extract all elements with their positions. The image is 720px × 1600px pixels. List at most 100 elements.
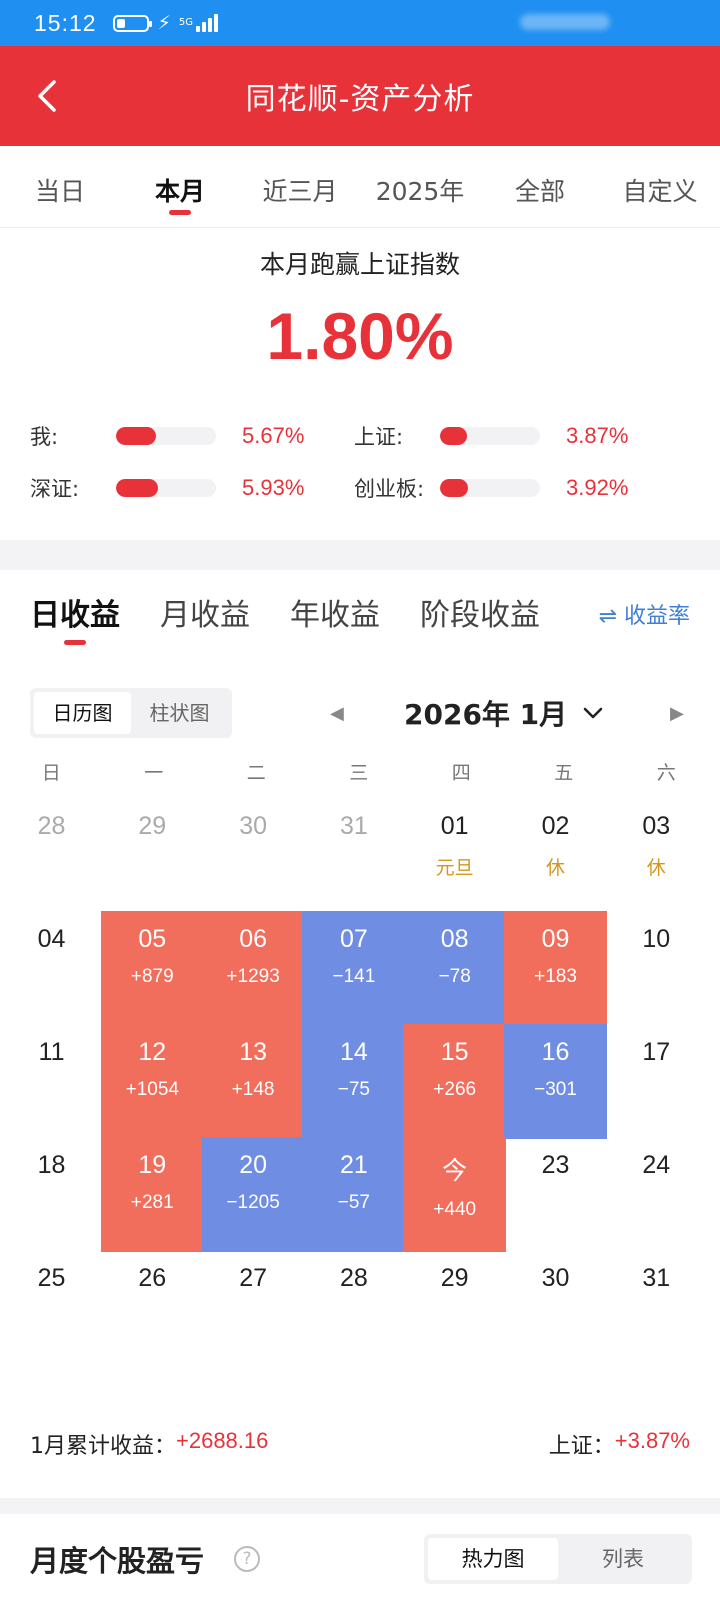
calendar-day[interactable]: 30 <box>504 1250 607 1365</box>
calendar-day[interactable]: 29 <box>101 798 204 913</box>
tab-all[interactable]: 全部 <box>514 177 565 206</box>
tab-daily-income[interactable]: 日收益 <box>30 590 120 645</box>
day-number: 24 <box>642 1151 671 1179</box>
chevron-down-icon[interactable] <box>581 701 605 725</box>
comparison-label: 创业板: <box>354 477 425 501</box>
weekday-header: 日 一 二 三 四 五 六 <box>0 758 720 785</box>
day-number: 今 <box>442 1157 468 1185</box>
daily-pnl: +1293 <box>226 966 280 987</box>
day-number: 03 <box>642 812 671 840</box>
calendar-day[interactable]: 12 +1054 <box>100 1024 204 1139</box>
calendar-day[interactable]: 16 −301 <box>504 1024 607 1139</box>
calendar-day[interactable]: 23 <box>504 1137 607 1252</box>
ratio-toggle-button[interactable]: ⇌ 收益率 <box>598 604 690 629</box>
day-number: 20 <box>239 1151 267 1179</box>
tab-today[interactable]: 当日 <box>34 177 85 206</box>
weekday-label: 三 <box>349 762 369 784</box>
comparison-bar <box>440 427 540 445</box>
month-summary: 1月累计收益： +2688.16 上证： +3.87% <box>30 1428 690 1460</box>
calendar-day[interactable]: 13 +148 <box>201 1024 305 1139</box>
day-number: 27 <box>239 1264 267 1292</box>
calendar-day[interactable]: 05 +879 <box>100 911 204 1026</box>
heatmap-button[interactable]: 热力图 <box>428 1538 558 1580</box>
day-number: 31 <box>642 1264 671 1292</box>
calendar-day[interactable]: 28 <box>0 798 103 913</box>
calendar-day[interactable]: 今 +440 <box>403 1137 507 1252</box>
calendar-day[interactable]: 27 <box>202 1250 305 1365</box>
calendar-day[interactable]: 15 +266 <box>403 1024 507 1139</box>
back-arrow-icon[interactable] <box>30 78 66 114</box>
view-toggle: 日历图 柱状图 <box>30 688 232 738</box>
calendar-day[interactable]: 25 <box>0 1250 103 1365</box>
income-panel: 日收益 月收益 年收益 阶段收益 ⇌ 收益率 日历图 柱状图 ◀ 2026年 1… <box>0 570 720 1498</box>
prev-month-icon[interactable]: ◀ <box>330 702 344 724</box>
index-value: +3.87% <box>614 1428 690 1453</box>
day-number: 05 <box>138 925 167 953</box>
status-time: 15:12 <box>34 9 97 36</box>
comparison-value: 5.67% <box>242 423 305 448</box>
month-label[interactable]: 2026年 1月 <box>404 698 568 731</box>
calendar-day[interactable]: 20 −1205 <box>201 1137 305 1252</box>
calendar-day[interactable]: 01 元旦 <box>403 798 506 913</box>
calendar-day[interactable]: 26 <box>101 1250 204 1365</box>
daily-pnl: −301 <box>534 1079 577 1100</box>
calendar-view-button[interactable]: 日历图 <box>34 692 131 734</box>
calendar-day[interactable]: 06 +1293 <box>201 911 305 1026</box>
tab-custom[interactable]: 自定义 <box>622 177 698 206</box>
holiday-label: 元旦 <box>435 858 474 879</box>
calendar-day[interactable]: 14 −75 <box>302 1024 406 1139</box>
calendar-day[interactable]: 11 <box>0 1024 103 1139</box>
tab-this-month[interactable]: 本月 <box>120 146 240 227</box>
calendar-day[interactable]: 10 <box>605 911 708 1026</box>
calendar-day[interactable]: 18 <box>0 1137 103 1252</box>
calendar-day[interactable]: 04 <box>0 911 103 1026</box>
bar-view-button[interactable]: 柱状图 <box>149 701 210 725</box>
calendar-day[interactable]: 29 <box>403 1250 506 1365</box>
month-navigator: ◀ 2026年 1月 ▶ <box>330 688 690 738</box>
day-number: 09 <box>541 925 570 953</box>
day-number: 16 <box>541 1038 570 1066</box>
day-number: 30 <box>541 1264 570 1292</box>
comparison-label: 深证: <box>30 477 80 501</box>
day-number: 28 <box>37 812 66 840</box>
index-label: 上证： <box>548 1434 615 1459</box>
list-button[interactable]: 列表 <box>602 1547 644 1571</box>
tab-monthly-income[interactable]: 月收益 <box>160 598 250 633</box>
calendar-day[interactable]: 08 −78 <box>403 911 507 1026</box>
day-number: 28 <box>339 1264 368 1292</box>
tab-three-months[interactable]: 近三月 <box>262 177 338 206</box>
period-tabs: 当日 本月 近三月 2025年 全部 自定义 <box>0 146 720 228</box>
comparison-bar <box>116 427 216 445</box>
next-month-icon[interactable]: ▶ <box>670 702 684 724</box>
calendar-day[interactable]: 07 −141 <box>302 911 406 1026</box>
daily-pnl: +266 <box>433 1079 477 1100</box>
tab-year-2025[interactable]: 2025年 <box>375 177 465 206</box>
tab-period-income[interactable]: 阶段收益 <box>420 598 540 633</box>
calendar-day[interactable]: 02 休 <box>504 798 607 913</box>
cumulative-value: +2688.16 <box>176 1428 269 1453</box>
comparison-cyb: 创业板: 3.92% <box>354 473 628 503</box>
day-number: 11 <box>38 1038 65 1066</box>
weekday-label: 二 <box>246 762 266 784</box>
daily-pnl: −78 <box>438 966 471 987</box>
calendar-day[interactable]: 21 −57 <box>302 1137 406 1252</box>
calendar-day[interactable]: 19 +281 <box>100 1137 204 1252</box>
day-number: 23 <box>541 1151 570 1179</box>
calendar-day[interactable]: 24 <box>605 1137 708 1252</box>
help-icon[interactable]: ? <box>234 1546 260 1572</box>
calendar-day[interactable]: 03 休 <box>605 798 708 913</box>
calendar-day[interactable]: 17 <box>605 1024 708 1139</box>
comparison-label: 上证: <box>354 425 404 449</box>
calendar-day[interactable]: 09 +183 <box>504 911 607 1026</box>
calendar-day[interactable]: 31 <box>605 1250 708 1365</box>
daily-pnl: −75 <box>337 1079 370 1100</box>
tab-yearly-income[interactable]: 年收益 <box>290 598 380 633</box>
page-title: 同花顺-资产分析 <box>245 82 475 117</box>
calendar-day[interactable]: 28 <box>302 1250 405 1365</box>
calendar-day[interactable]: 30 <box>202 798 305 913</box>
daily-pnl: −1205 <box>226 1192 280 1213</box>
blurred-region <box>520 14 610 30</box>
comparison-value: 3.92% <box>566 475 629 500</box>
day-number: 13 <box>239 1038 267 1066</box>
calendar-day[interactable]: 31 <box>302 798 405 913</box>
